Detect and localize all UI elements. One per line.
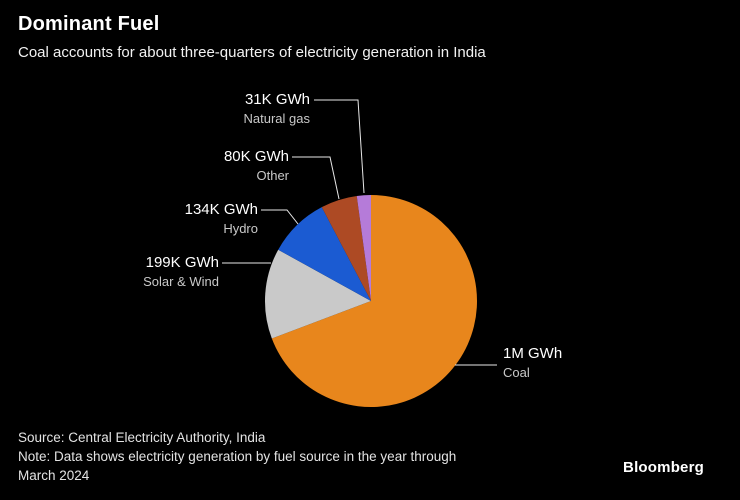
label-hydro-name: Hydro (223, 221, 258, 236)
bloomberg-logo: Bloomberg (623, 459, 704, 476)
source-line: Source: Central Electricity Authority, I… (18, 430, 266, 445)
label-coal-value: 1M GWh (503, 345, 563, 362)
leader-line-other (292, 156, 340, 200)
leader-lines (222, 99, 497, 366)
label-other: 80K GWh Other (224, 147, 289, 185)
label-natural-gas-value: 31K GWh (244, 91, 310, 108)
label-solar-wind-name: Solar & Wind (143, 274, 219, 289)
label-solar-wind-value: 199K GWh (145, 254, 219, 271)
pie-slices (265, 195, 477, 407)
label-natural-gas-name: Natural gas (243, 111, 310, 126)
note-line-1: Note: Data shows electricity generation … (18, 449, 457, 464)
pie-slice-solar-wind (265, 249, 371, 339)
label-coal-name: Coal (503, 365, 530, 380)
pie-slice-other (321, 195, 371, 301)
label-coal: 1M GWh Coal (503, 344, 562, 382)
label-solar-wind: 199K GWh Solar & Wind (143, 253, 219, 291)
pie-slice-hydro (278, 207, 371, 301)
pie-slice-natural-gas (356, 195, 371, 301)
label-other-value: 80K GWh (223, 148, 289, 165)
footer-notes: Source: Central Electricity Authority, I… (18, 428, 456, 485)
chart-subtitle: Coal accounts for about three-quarters o… (18, 44, 486, 61)
leader-line-natural-gas (314, 99, 365, 194)
note-line-2: March 2024 (18, 468, 90, 483)
leader-line-hydro (261, 209, 299, 225)
label-hydro: 134K GWh Hydro (185, 200, 258, 238)
pie-slice-coal (271, 195, 477, 407)
label-other-name: Other (256, 168, 289, 183)
chart-title: Dominant Fuel (18, 13, 160, 35)
label-natural-gas: 31K GWh Natural gas (244, 90, 310, 128)
label-hydro-value: 134K GWh (184, 201, 258, 218)
